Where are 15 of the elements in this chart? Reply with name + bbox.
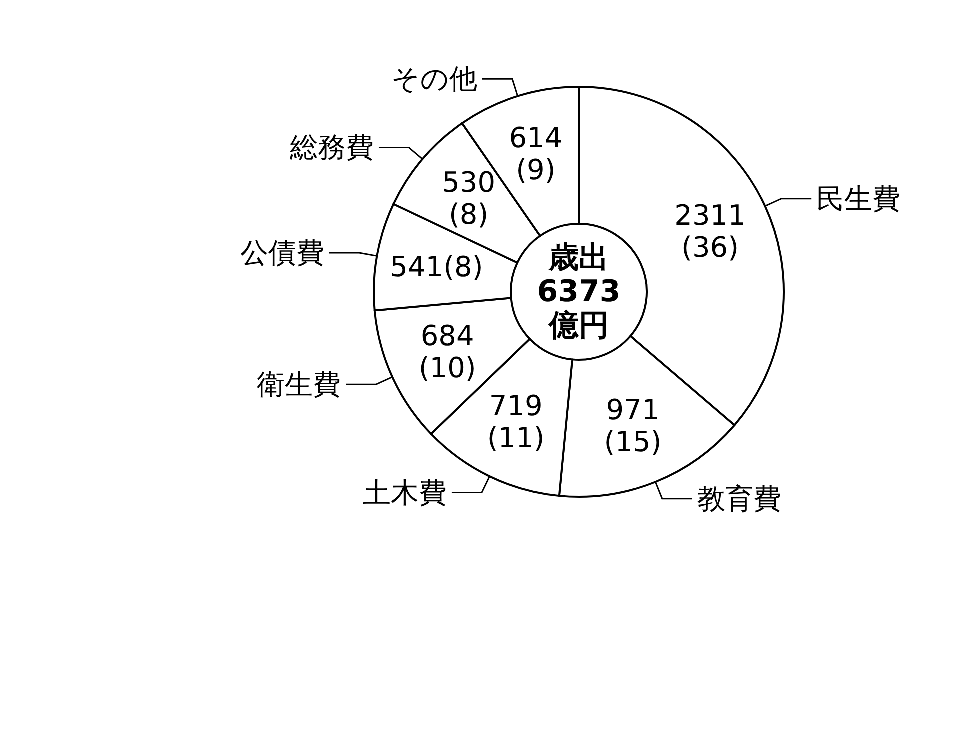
data-label: 719 (11): [487, 390, 545, 455]
data-label: 541(8): [390, 250, 484, 284]
text: 歳出 6373 億円: [537, 240, 621, 344]
slice-label: その他: [392, 62, 478, 96]
data-label: 971 (15): [604, 394, 662, 459]
slice-label: 土木費: [362, 476, 447, 510]
data-label: 530 (8): [442, 166, 496, 231]
data-label: 614 (9): [509, 122, 563, 187]
slice-label: 民生費: [816, 182, 901, 216]
data-label: 2311 (36): [674, 199, 746, 264]
slice-label: 総務費: [288, 131, 374, 164]
data-label: 684 (10): [418, 320, 476, 385]
slice-label: 公債費: [240, 236, 324, 270]
slice-label: 教育費: [697, 482, 782, 516]
slice-label: 衛生費: [257, 368, 342, 402]
